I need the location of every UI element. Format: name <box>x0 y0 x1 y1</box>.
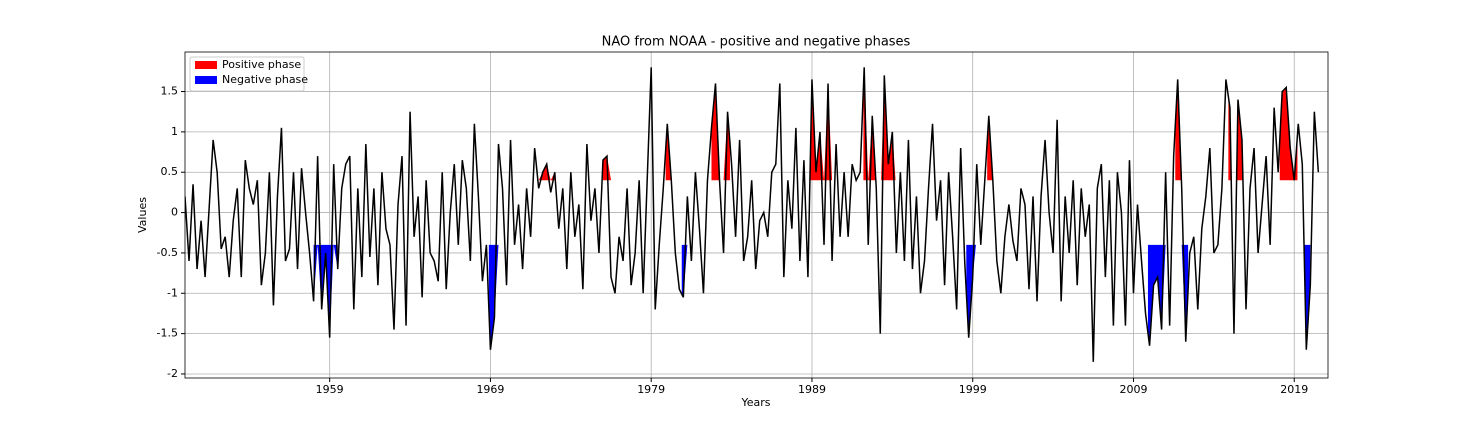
x-tick-label: 1999 <box>959 383 987 396</box>
y-axis-label: Values <box>136 197 149 233</box>
y-tick-label: 1.5 <box>161 85 179 98</box>
y-tick-label: 0 <box>171 206 178 219</box>
phase-fill <box>1303 244 1311 350</box>
y-tick-label: -1 <box>167 286 178 299</box>
y-tick-label: 0.5 <box>161 165 179 178</box>
chart-title: NAO from NOAA - positive and negative ph… <box>602 35 911 50</box>
x-tick-label: 1989 <box>798 383 826 396</box>
phase-fill <box>881 75 896 181</box>
x-tick-label: 1969 <box>476 383 504 396</box>
plot-area <box>185 67 1320 362</box>
legend-swatch <box>195 61 217 69</box>
legend-box <box>189 56 305 92</box>
x-tick-label: 1979 <box>637 383 665 396</box>
x-tick-label: 2009 <box>1119 383 1147 396</box>
axes-frame <box>184 51 1329 379</box>
legend: Positive phase Negative phase <box>189 56 308 92</box>
phase-fill <box>538 164 555 181</box>
data-line <box>185 67 1320 362</box>
x-tick-label: 2019 <box>1280 383 1308 396</box>
y-tick-label: -1.5 <box>157 327 178 340</box>
legend-swatch <box>195 76 217 84</box>
legend-label: Negative phase <box>222 73 308 86</box>
x-axis-label: Years <box>740 396 770 409</box>
x-tick-label: 1959 <box>316 383 344 396</box>
legend-label: Positive phase <box>222 58 301 71</box>
y-tick-label: 1 <box>171 125 178 138</box>
y-tick-label: -0.5 <box>157 246 178 259</box>
y-tick-label: -2 <box>167 367 178 380</box>
